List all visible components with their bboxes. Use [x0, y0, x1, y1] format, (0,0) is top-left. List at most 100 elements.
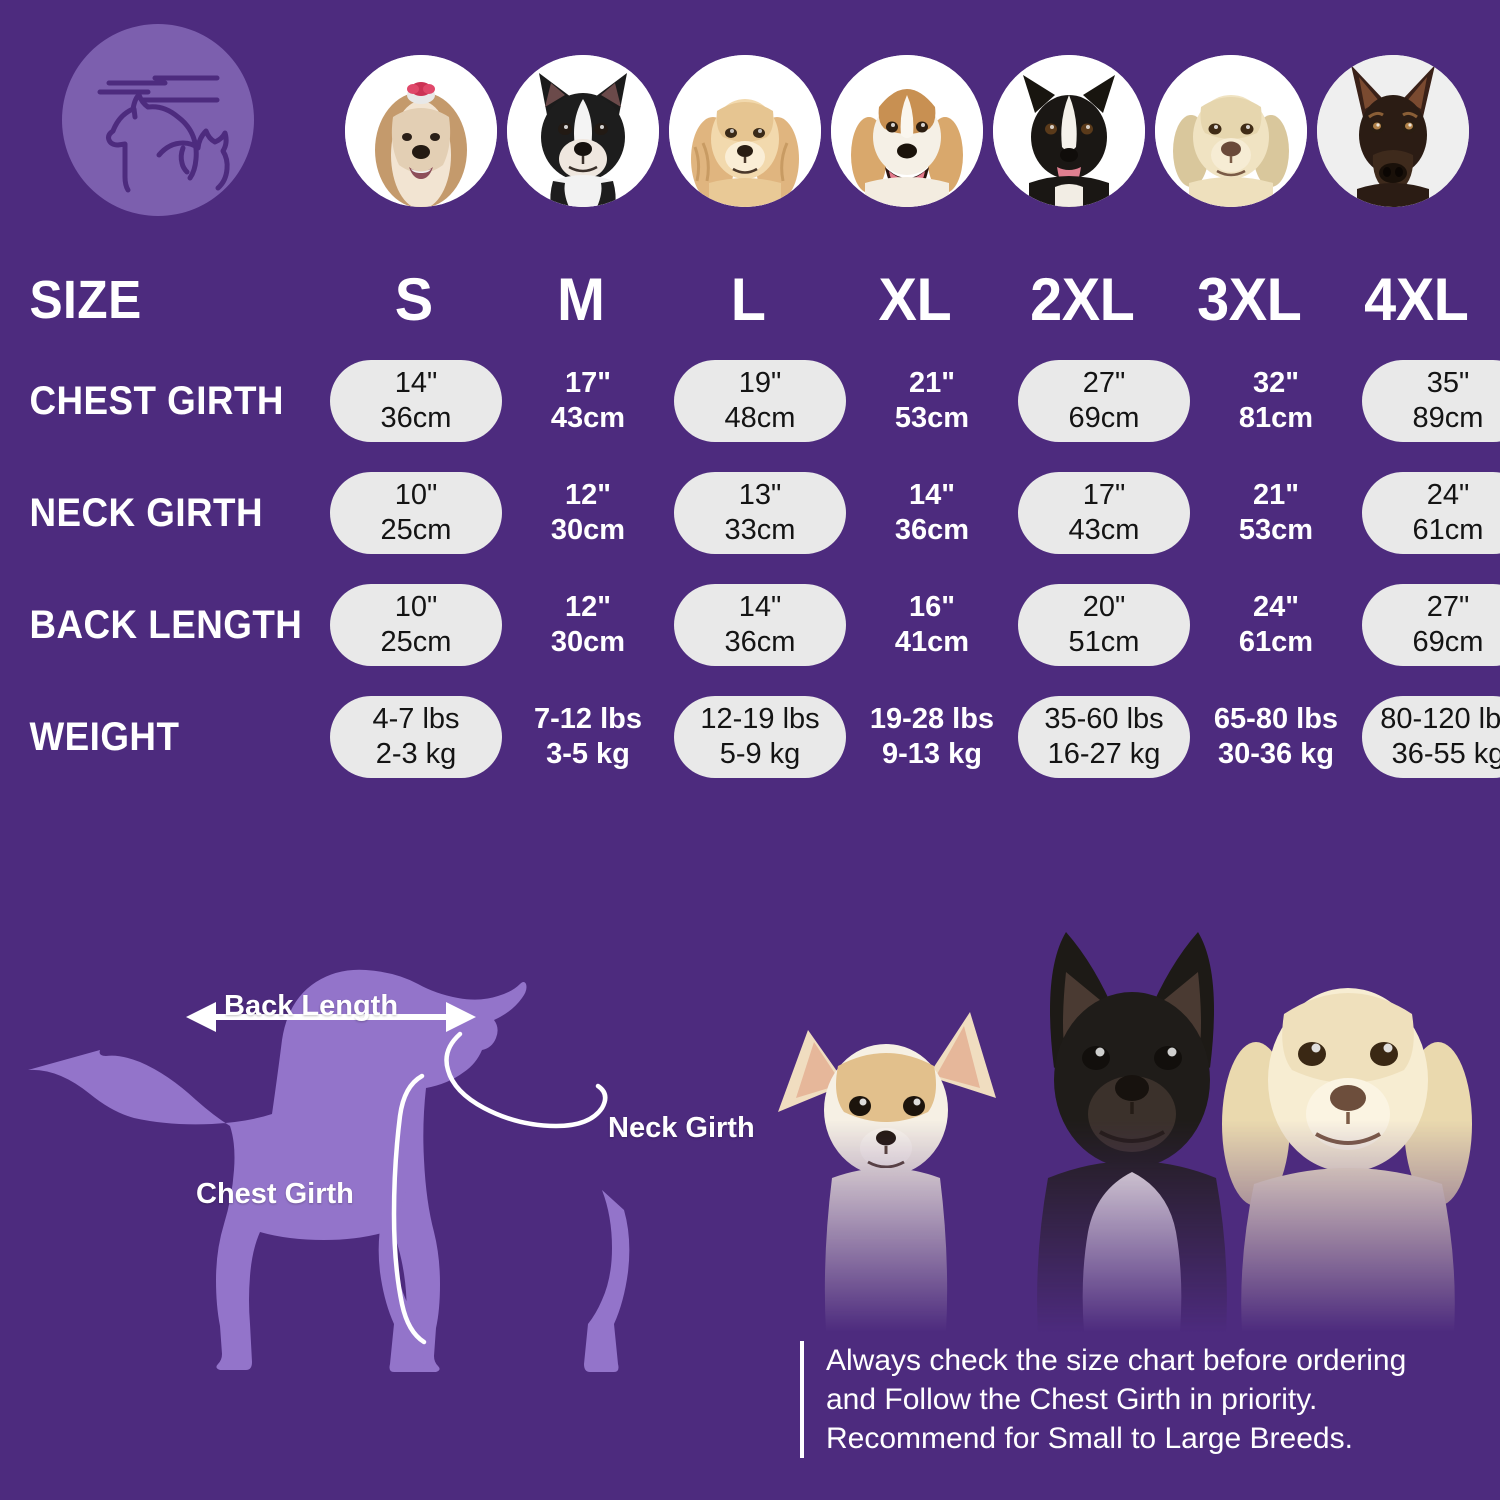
- value-imperial: 13": [738, 478, 782, 511]
- value-metric: 5-9 kg: [719, 738, 801, 770]
- value-plain: 32" 81cm: [1190, 360, 1362, 442]
- photo-chihuahua: [778, 1012, 996, 1332]
- value-imperial: 80-120 lbs: [1380, 702, 1500, 735]
- column-header-4xl: 4XL: [1333, 254, 1500, 346]
- table-cell: 16" 41cm: [846, 579, 1018, 671]
- row-label-back-length: BACK LENGTH: [29, 602, 303, 647]
- table-cell: 21" 53cm: [846, 355, 1018, 447]
- value-pill: 19" 48cm: [674, 360, 846, 442]
- size-chart-table: SIZE S M L XL 2XL 3XL 4XL CHEST GIRTH 14…: [0, 255, 1500, 793]
- value-imperial: 12": [564, 590, 611, 623]
- value-imperial: 14": [394, 366, 438, 399]
- table-cell: 14" 36cm: [330, 355, 502, 447]
- value-metric: 30cm: [550, 514, 626, 546]
- column-header-m: M: [497, 254, 664, 346]
- value-pill: 80-120 lbs36-55 kg: [1362, 696, 1500, 778]
- column-header-label: M: [556, 266, 605, 333]
- value-imperial: 7-12 lbs: [534, 702, 642, 735]
- table-cell: 7-12 lbs 3-5 kg: [502, 691, 674, 783]
- value-imperial: 20": [1082, 590, 1126, 623]
- note-line-2: and Follow the Chest Girth in priority.: [826, 1383, 1318, 1416]
- table-header-row: SIZE S M L XL 2XL 3XL 4XL: [0, 255, 1500, 345]
- value-imperial: 4-7 lbs: [372, 702, 460, 735]
- table-cell: 19-28 lbs 9-13 kg: [846, 691, 1018, 783]
- value-imperial: 17": [1082, 478, 1126, 511]
- table-title: SIZE: [29, 270, 142, 330]
- table-cell: 20" 51cm: [1018, 579, 1190, 671]
- table-cell: 35" 89cm: [1362, 355, 1500, 447]
- breed-photo-labrador-retriever: [1155, 55, 1307, 207]
- value-pill: 14" 36cm: [674, 584, 846, 666]
- value-metric: 16-27 kg: [1047, 738, 1161, 770]
- value-imperial: 16": [908, 590, 955, 623]
- value-metric: 25cm: [380, 514, 452, 546]
- value-metric: 81cm: [1238, 402, 1314, 434]
- measurement-diagram: [10, 880, 770, 1480]
- breed-photo-beagle: [831, 55, 983, 207]
- breed-photo-boston-terrier: [507, 55, 659, 207]
- note-line-3: Recommend for Small to Large Breeds.: [826, 1422, 1353, 1455]
- breed-photo-border-collie: [993, 55, 1145, 207]
- value-pill: 4-7 lbs 2-3 kg: [330, 696, 502, 778]
- value-imperial: 12": [564, 478, 611, 511]
- value-plain: 12" 30cm: [502, 472, 674, 554]
- table-cell: 10" 25cm: [330, 579, 502, 671]
- table-row: BACK LENGTH 10" 25cm 12" 30cm 14" 36cm 16" 4…: [0, 569, 1500, 681]
- value-imperial: 19": [738, 366, 782, 399]
- dog-cat-logo-icon: [83, 45, 233, 195]
- value-metric: 3-5 kg: [546, 738, 630, 770]
- value-pill: 35" 89cm: [1362, 360, 1500, 442]
- table-cell: 32" 81cm: [1190, 355, 1362, 447]
- table-cell: 27" 69cm: [1018, 355, 1190, 447]
- value-imperial: 10": [394, 590, 438, 623]
- neck-girth-loop: [444, 1031, 608, 1129]
- value-pill: 24" 61cm: [1362, 472, 1500, 554]
- table-cell: 12" 30cm: [502, 467, 674, 559]
- value-metric: 36cm: [894, 514, 970, 546]
- table-cell: 14" 36cm: [674, 579, 846, 671]
- header: [0, 0, 1500, 248]
- value-imperial: 27": [1082, 366, 1126, 399]
- value-metric: 69cm: [1068, 402, 1140, 434]
- value-pill: 20" 51cm: [1018, 584, 1190, 666]
- value-pill: 12-19 lbs 5-9 kg: [674, 696, 846, 778]
- column-header-xl: XL: [831, 254, 998, 346]
- table-cell: 35-60 lbs 16-27 kg: [1018, 691, 1190, 783]
- value-pill: 10" 25cm: [330, 584, 502, 666]
- value-metric: 33cm: [724, 514, 796, 546]
- value-imperial: 17": [564, 366, 611, 399]
- table-cell: 14" 36cm: [846, 467, 1018, 559]
- note-line-1: Always check the size chart before order…: [826, 1344, 1407, 1377]
- value-metric: 25cm: [380, 626, 452, 658]
- value-metric: 41cm: [894, 626, 970, 658]
- value-metric: 43cm: [550, 402, 626, 434]
- value-metric: 36cm: [724, 626, 796, 658]
- value-metric: 61cm: [1412, 514, 1484, 546]
- diagram-label-back-length: Back Length: [224, 990, 399, 1022]
- value-plain: 21" 53cm: [846, 360, 1018, 442]
- value-metric: 9-13 kg: [882, 738, 982, 770]
- column-header-l: L: [664, 254, 831, 346]
- value-metric: 89cm: [1412, 402, 1484, 434]
- value-pill: 27" 69cm: [1018, 360, 1190, 442]
- column-header-label: XL: [878, 266, 952, 333]
- value-metric: 36cm: [380, 402, 452, 434]
- table-cell: 17" 43cm: [1018, 467, 1190, 559]
- breed-photo-strip: [345, 55, 1475, 215]
- table-cell: 13" 33cm: [674, 467, 846, 559]
- value-imperial: 32": [1252, 366, 1299, 399]
- column-header-label: 2XL: [1030, 266, 1135, 333]
- value-pill: 14" 36cm: [330, 360, 502, 442]
- table-cell: 19" 48cm: [674, 355, 846, 447]
- value-imperial: 14": [908, 478, 955, 511]
- value-imperial: 19-28 lbs: [869, 702, 995, 735]
- column-header-label: S: [394, 266, 433, 333]
- table-cell: 4-7 lbs 2-3 kg: [330, 691, 502, 783]
- value-plain: 14" 36cm: [846, 472, 1018, 554]
- value-metric: 30-36 kg: [1217, 738, 1335, 770]
- table-row: CHEST GIRTH 14" 36cm 17" 43cm 19" 48cm 21" 5…: [0, 345, 1500, 457]
- photo-french-bulldog: [1037, 932, 1227, 1332]
- value-pill: 17" 43cm: [1018, 472, 1190, 554]
- value-metric: 30cm: [550, 626, 626, 658]
- value-imperial: 24": [1426, 478, 1470, 511]
